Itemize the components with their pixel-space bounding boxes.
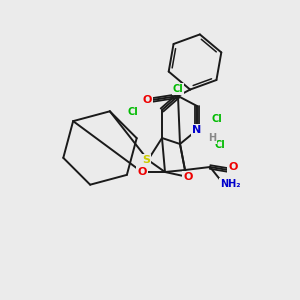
Text: O: O: [142, 95, 152, 105]
Text: NH₂: NH₂: [220, 179, 240, 189]
Text: O: O: [183, 172, 193, 182]
Text: Cl: Cl: [214, 140, 225, 150]
Text: O: O: [228, 162, 238, 172]
Text: H: H: [208, 133, 216, 143]
Text: Cl: Cl: [172, 84, 183, 94]
Text: N: N: [192, 125, 202, 135]
Text: S: S: [142, 155, 150, 165]
Text: O: O: [137, 167, 147, 177]
Text: Cl: Cl: [212, 114, 222, 124]
Text: Cl: Cl: [128, 107, 138, 117]
